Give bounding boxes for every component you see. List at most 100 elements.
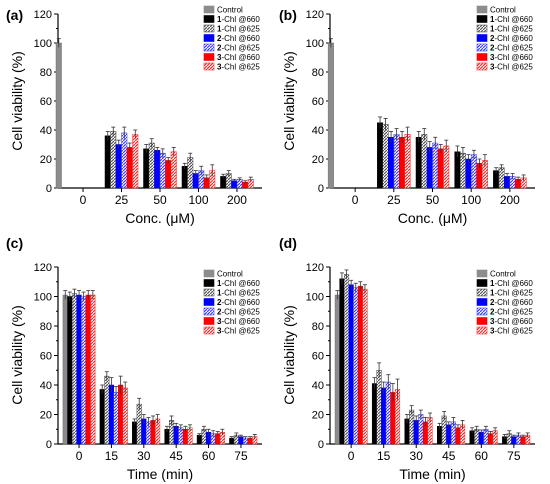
bar <box>443 145 450 189</box>
panel-c: (c)Cell viability (%)Time (min)020406080… <box>6 235 262 482</box>
legend-swatch <box>203 24 215 33</box>
x-tick-label: 50 <box>153 193 167 207</box>
panel-b: (b)Cell viability (%)Conc. (μM)020406080… <box>279 5 535 226</box>
legend-swatch <box>476 34 488 42</box>
y-axis-label: Cell viability (%) <box>281 305 297 405</box>
legend-label-text: Control <box>490 270 516 279</box>
legend-label: Control <box>217 270 243 279</box>
y-tick-label: 60 <box>40 351 52 363</box>
bar <box>132 421 138 445</box>
legend-label-text: -Chl @660 <box>494 34 533 43</box>
bar <box>381 387 387 445</box>
x-tick-label: 25 <box>387 193 401 207</box>
y-tick-label: 100 <box>34 292 52 304</box>
legend-label: Control <box>217 6 243 15</box>
y-axis-label: Cell viability (%) <box>9 51 25 151</box>
legend-label: 1-Chl @625 <box>217 25 260 34</box>
bar <box>108 384 114 445</box>
y-tick-label: 20 <box>312 154 324 166</box>
legend-label-number: 1 <box>217 25 222 34</box>
legend-label-text: -Chl @660 <box>221 34 260 43</box>
legend-swatch <box>476 24 488 33</box>
bar <box>154 150 161 189</box>
panel-d: (d)Cell viability (%)Time (min)020406080… <box>279 235 535 482</box>
bar <box>399 137 406 189</box>
legend-swatch <box>203 15 215 23</box>
x-tick-label: 30 <box>137 449 151 463</box>
bar <box>136 403 142 445</box>
legend-label: 3-Chl @625 <box>217 63 260 72</box>
y-tick-label: 120 <box>306 262 324 274</box>
bar <box>415 137 422 189</box>
bar <box>334 294 340 445</box>
legend-label: 3-Chl @625 <box>490 327 533 336</box>
bar <box>187 157 194 189</box>
bar <box>426 147 433 189</box>
x-tick-label: 45 <box>442 449 456 463</box>
y-tick-label: 0 <box>318 183 324 195</box>
legend-label-number: 1 <box>217 15 222 24</box>
legend-label: 2-Chl @660 <box>490 298 533 307</box>
legend-swatch <box>476 307 488 316</box>
legend-label: 2-Chl @625 <box>490 308 533 317</box>
legend-label: 2-Chl @625 <box>217 308 260 317</box>
y-tick-label: 100 <box>306 292 324 304</box>
panel-a: (a)Cell viability (%)Conc. (μM)020406080… <box>6 6 262 226</box>
panel-letter: (c) <box>6 235 23 251</box>
bar-control <box>55 42 62 189</box>
legend-swatch <box>203 269 215 278</box>
y-tick-label: 100 <box>34 38 52 50</box>
legend-label-number: 1 <box>490 25 495 34</box>
x-tick-label: 30 <box>410 449 424 463</box>
legend-swatch <box>476 43 488 52</box>
bar-control <box>327 42 334 189</box>
bar <box>76 294 82 445</box>
x-tick-label: 50 <box>426 193 440 207</box>
y-tick-label: 40 <box>40 380 52 392</box>
x-axis-label: Conc. (μM) <box>125 210 195 226</box>
bar <box>67 296 73 445</box>
legend-label-number: 1 <box>217 279 222 288</box>
x-tick-label: 100 <box>188 193 208 207</box>
bar <box>409 409 415 445</box>
y-tick-label: 120 <box>306 9 324 21</box>
bar <box>470 154 477 189</box>
x-tick-label: 0 <box>352 193 359 207</box>
x-tick-label: 0 <box>76 449 83 463</box>
bar <box>348 284 354 445</box>
legend-label: 3-Chl @660 <box>490 317 533 326</box>
bar <box>339 278 345 445</box>
x-axis-label: Conc. (μM) <box>398 210 468 226</box>
legend-label-number: 3 <box>217 63 222 72</box>
legend-label-text: -Chl @625 <box>494 25 533 34</box>
legend-label-number: 3 <box>217 327 222 336</box>
legend-label-number: 3 <box>490 63 495 72</box>
legend-label: 3-Chl @625 <box>217 327 260 336</box>
legend-label-number: 3 <box>490 317 495 326</box>
legend-swatch <box>203 307 215 316</box>
legend-label-number: 2 <box>217 308 222 317</box>
legend-swatch <box>476 5 488 14</box>
bar <box>432 142 439 189</box>
legend-label: Control <box>490 6 516 15</box>
bar <box>421 134 428 189</box>
x-tick-label: 75 <box>234 449 248 463</box>
legend-swatch <box>203 34 215 42</box>
legend-swatch <box>203 288 215 297</box>
bar <box>377 122 384 189</box>
legend-label: 1-Chl @625 <box>217 289 260 298</box>
bar <box>113 392 119 445</box>
legend-swatch <box>203 326 215 335</box>
legend-swatch <box>476 279 488 287</box>
bar <box>371 383 378 445</box>
legend-label-number: 3 <box>217 317 222 326</box>
bar <box>122 387 128 445</box>
legend-swatch <box>203 62 215 71</box>
y-tick-label: 40 <box>312 380 324 392</box>
bar <box>71 293 77 445</box>
bar <box>388 137 395 189</box>
bar <box>115 144 122 189</box>
legend-swatch <box>476 15 488 23</box>
legend-label-text: -Chl @660 <box>221 279 260 288</box>
